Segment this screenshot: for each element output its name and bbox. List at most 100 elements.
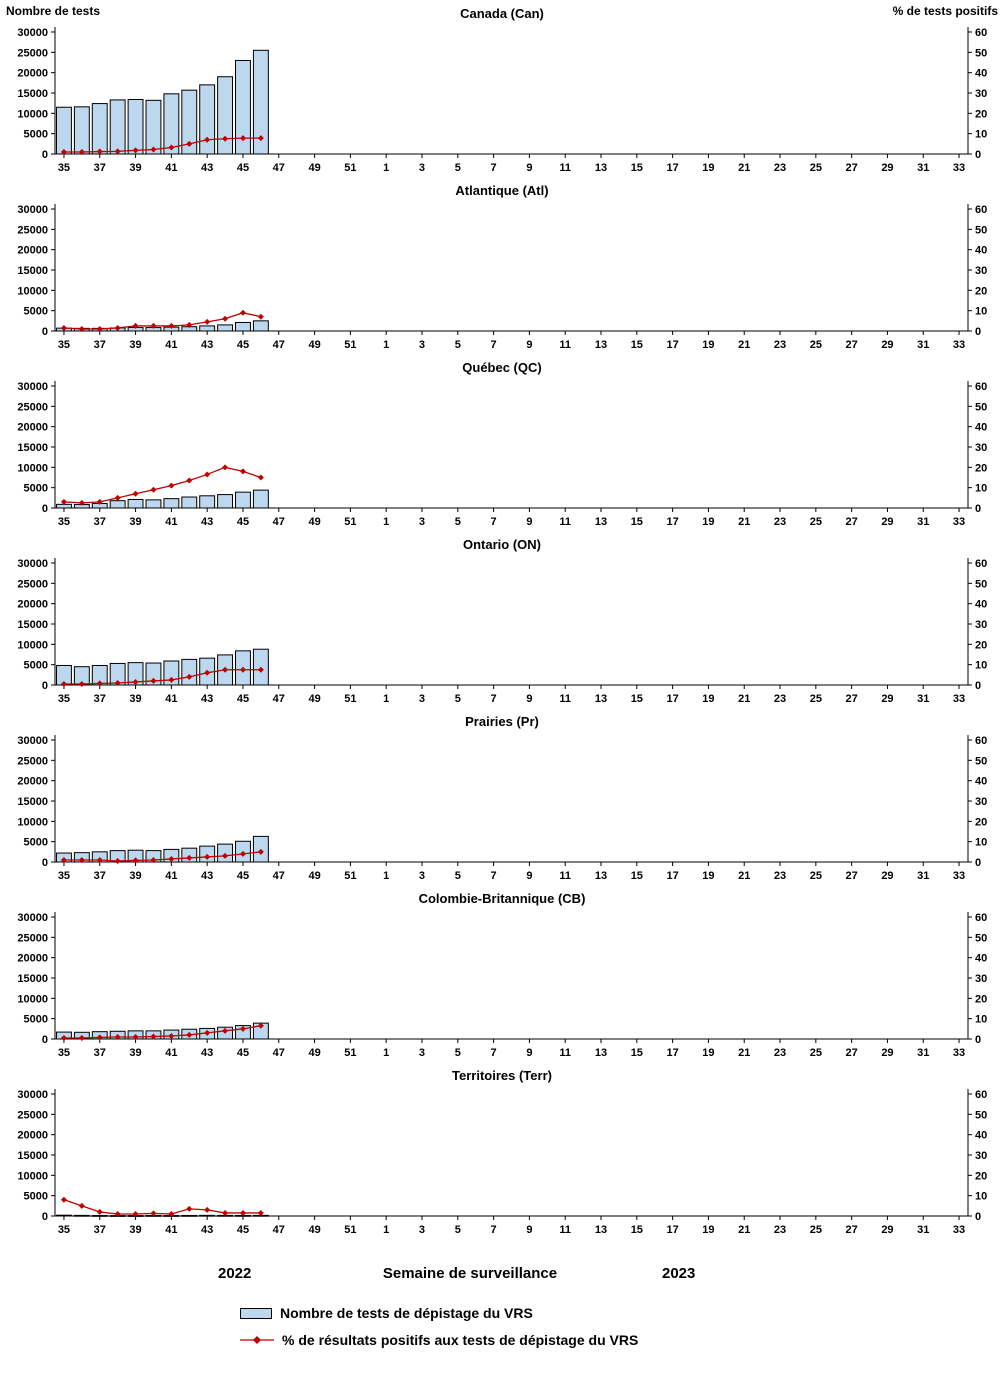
svg-text:21: 21 xyxy=(738,516,750,528)
svg-text:5: 5 xyxy=(455,870,461,882)
svg-text:39: 39 xyxy=(129,162,141,174)
svg-text:43: 43 xyxy=(201,1047,213,1059)
svg-text:0: 0 xyxy=(42,680,48,692)
svg-text:49: 49 xyxy=(308,870,320,882)
svg-text:11: 11 xyxy=(559,516,571,528)
svg-text:31: 31 xyxy=(917,870,929,882)
svg-text:40: 40 xyxy=(975,599,987,611)
svg-text:51: 51 xyxy=(344,162,356,174)
svg-text:10000: 10000 xyxy=(17,993,48,1005)
svg-text:50: 50 xyxy=(975,224,987,236)
svg-text:60: 60 xyxy=(975,735,987,747)
svg-text:31: 31 xyxy=(917,162,929,174)
svg-text:30000: 30000 xyxy=(17,204,48,216)
svg-text:40: 40 xyxy=(975,953,987,965)
svg-text:25000: 25000 xyxy=(17,1109,48,1121)
legend: Nombre de tests de dépistage du VRS % de… xyxy=(240,1305,638,1359)
svg-text:51: 51 xyxy=(344,516,356,528)
svg-text:50: 50 xyxy=(975,401,987,413)
svg-text:10: 10 xyxy=(975,1014,987,1026)
svg-text:30: 30 xyxy=(975,88,987,100)
svg-text:0: 0 xyxy=(975,503,981,515)
svg-text:15: 15 xyxy=(631,693,643,705)
svg-text:30000: 30000 xyxy=(17,735,48,747)
panel-title-ontario: Ontario (ON) xyxy=(463,537,541,552)
svg-text:15: 15 xyxy=(631,1224,643,1236)
svg-text:33: 33 xyxy=(953,693,965,705)
svg-text:20: 20 xyxy=(975,993,987,1005)
svg-text:17: 17 xyxy=(666,1047,678,1059)
svg-text:31: 31 xyxy=(917,339,929,351)
svg-text:29: 29 xyxy=(881,339,893,351)
svg-text:60: 60 xyxy=(975,204,987,216)
svg-text:27: 27 xyxy=(846,870,858,882)
svg-text:47: 47 xyxy=(273,693,285,705)
chart-panel-atlantique: Atlantique (Atl) 0 5000 10000 15000 20000 250… xyxy=(0,177,1004,354)
svg-text:17: 17 xyxy=(666,339,678,351)
svg-text:50: 50 xyxy=(975,1109,987,1121)
svg-text:9: 9 xyxy=(526,516,532,528)
svg-text:21: 21 xyxy=(738,1224,750,1236)
svg-text:35: 35 xyxy=(58,1047,70,1059)
svg-text:11: 11 xyxy=(559,870,571,882)
svg-text:10: 10 xyxy=(975,837,987,849)
svg-text:30: 30 xyxy=(975,619,987,631)
svg-text:35: 35 xyxy=(58,339,70,351)
svg-text:7: 7 xyxy=(491,870,497,882)
svg-text:41: 41 xyxy=(165,870,177,882)
svg-text:47: 47 xyxy=(273,1224,285,1236)
svg-text:37: 37 xyxy=(94,693,106,705)
svg-text:10: 10 xyxy=(975,306,987,318)
svg-text:20000: 20000 xyxy=(17,422,48,434)
chart-panel-quebec: Québec (QC) 0 5000 10000 15000 20000 25000 300… xyxy=(0,354,1004,531)
svg-text:7: 7 xyxy=(491,516,497,528)
svg-text:17: 17 xyxy=(666,162,678,174)
svg-text:29: 29 xyxy=(881,870,893,882)
svg-text:1: 1 xyxy=(383,339,389,351)
panel-title-canada: Canada (Can) xyxy=(460,6,544,21)
svg-text:45: 45 xyxy=(237,693,249,705)
panel-title-atlantique: Atlantique (Atl) xyxy=(455,183,549,198)
svg-text:45: 45 xyxy=(237,1047,249,1059)
svg-text:20: 20 xyxy=(975,285,987,297)
chart-panel-ontario: Ontario (ON) 0 5000 10000 15000 20000 25000 30… xyxy=(0,531,1004,708)
svg-text:37: 37 xyxy=(94,339,106,351)
svg-text:25: 25 xyxy=(810,516,822,528)
svg-text:20000: 20000 xyxy=(17,953,48,965)
svg-text:13: 13 xyxy=(595,516,607,528)
svg-text:0: 0 xyxy=(975,326,981,338)
svg-text:9: 9 xyxy=(526,1224,532,1236)
figure-footer: 2022 Semaine de surveillance 2023 Nombre… xyxy=(0,1239,1004,1374)
svg-text:43: 43 xyxy=(201,693,213,705)
x-axis-title: Semaine de surveillance xyxy=(382,1265,558,1282)
svg-text:0: 0 xyxy=(975,680,981,692)
right-axis-title: % de tests positifs xyxy=(892,4,998,18)
svg-text:0: 0 xyxy=(975,1034,981,1046)
svg-text:20000: 20000 xyxy=(17,1130,48,1142)
svg-text:10000: 10000 xyxy=(17,108,48,120)
svg-text:3: 3 xyxy=(419,516,425,528)
svg-text:17: 17 xyxy=(666,870,678,882)
svg-text:10000: 10000 xyxy=(17,816,48,828)
svg-text:0: 0 xyxy=(42,326,48,338)
chart-panel-territoires: Territoires (Terr) 0 5000 10000 15000 20000 2… xyxy=(0,1062,1004,1239)
svg-text:5000: 5000 xyxy=(24,1014,48,1026)
svg-text:25: 25 xyxy=(810,162,822,174)
svg-text:23: 23 xyxy=(774,516,786,528)
svg-text:29: 29 xyxy=(881,516,893,528)
svg-text:10000: 10000 xyxy=(17,285,48,297)
svg-text:3: 3 xyxy=(419,870,425,882)
svg-text:10: 10 xyxy=(975,129,987,141)
svg-text:31: 31 xyxy=(917,516,929,528)
svg-text:30: 30 xyxy=(975,796,987,808)
svg-text:27: 27 xyxy=(846,693,858,705)
svg-text:1: 1 xyxy=(383,1224,389,1236)
svg-text:40: 40 xyxy=(975,776,987,788)
svg-text:3: 3 xyxy=(419,1047,425,1059)
svg-text:1: 1 xyxy=(383,1047,389,1059)
svg-text:3: 3 xyxy=(419,162,425,174)
svg-text:47: 47 xyxy=(273,162,285,174)
svg-text:40: 40 xyxy=(975,245,987,257)
svg-text:29: 29 xyxy=(881,693,893,705)
